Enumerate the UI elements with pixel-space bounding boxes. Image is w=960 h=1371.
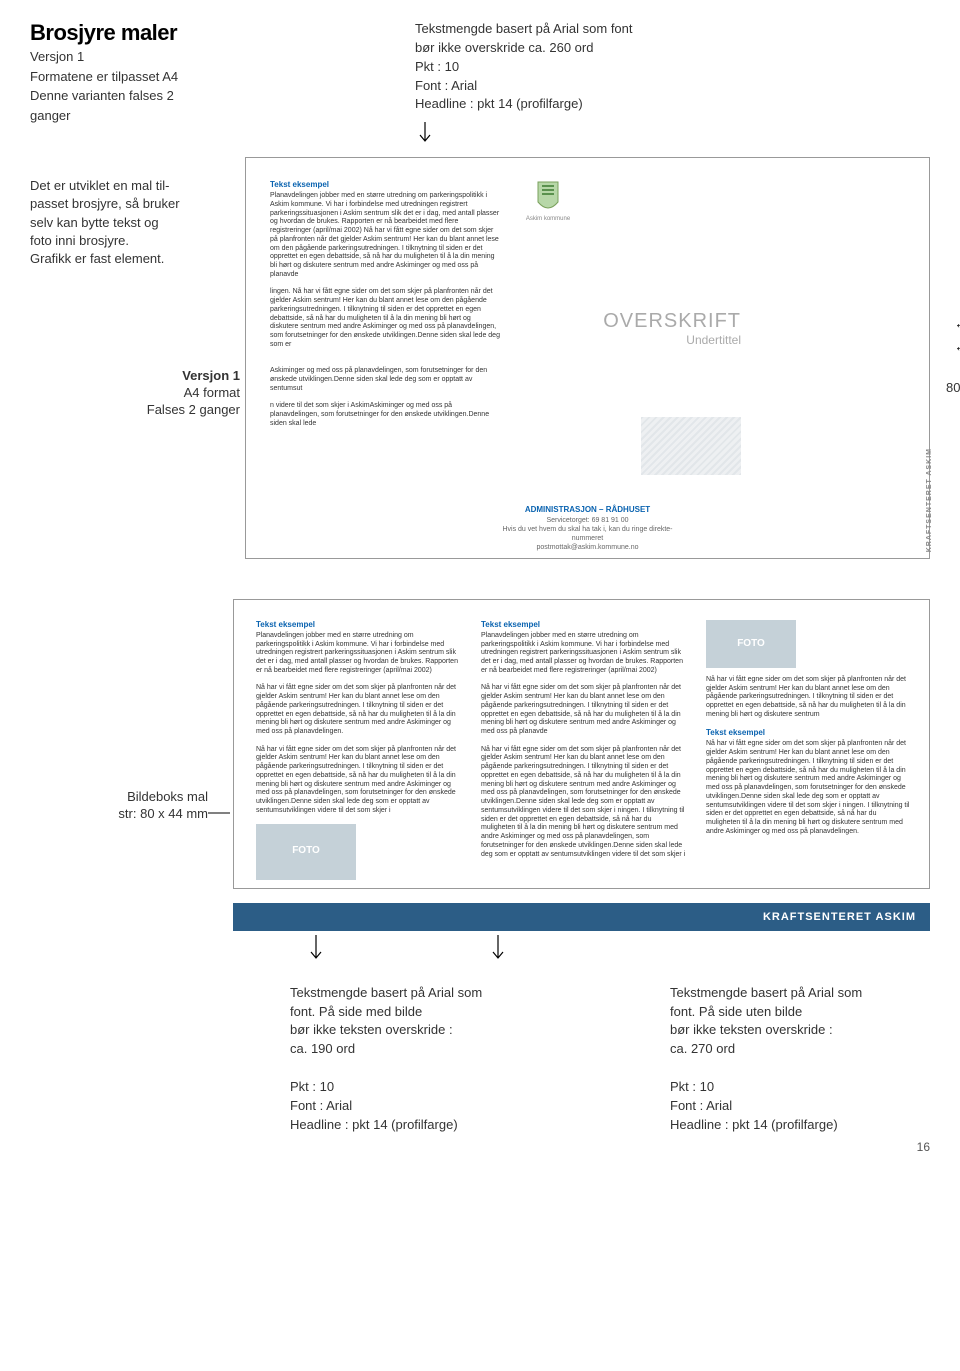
bottom-left-p2: Nå har vi fått egne sider om det som skj… xyxy=(256,684,461,737)
version-label-l2: Falses 2 ganger xyxy=(30,402,240,419)
foto-box-2: FOTO xyxy=(706,620,796,668)
brochure-panel-top: Tekst eksempel Planavdelingen jobber med… xyxy=(245,157,930,559)
bottom-mid-p3: Nå har vi fått egne sider om det som skj… xyxy=(481,746,686,860)
crest-label: Askim kommune xyxy=(518,216,578,222)
tekst-body-4: n videre til det som skjer i AskimAskimi… xyxy=(270,402,500,428)
tekst-body-2: lingen. Nå har vi fått egne sider om det… xyxy=(270,288,500,349)
texture-graphic xyxy=(641,417,741,475)
al-l6: Font : Arial xyxy=(290,1097,520,1116)
al-l2: font. På side med bilde xyxy=(290,1003,520,1022)
description-block: Det er utviklet en mal til- passet brosj… xyxy=(30,177,235,559)
tekst-head-1: Tekst eksempel xyxy=(270,180,500,190)
after-left-col: Tekstmengde basert på Arial som font. På… xyxy=(290,984,520,1135)
foto-box-1: FOTO xyxy=(256,824,356,880)
ar-l6: Font : Arial xyxy=(670,1097,900,1116)
page-title: Brosjyre maler xyxy=(30,20,240,46)
callout-sort80: 80% sort xyxy=(946,380,960,395)
arrow-down-icon xyxy=(419,122,633,147)
bottom-mid-p2: Nå har vi fått egne sider om det som skj… xyxy=(481,684,686,737)
bottom-head-1: Tekst eksempel xyxy=(256,620,461,630)
bottom-left-p1: Planavdelingen jobber med en større utre… xyxy=(256,632,461,676)
admin-l2: Hvis du vet hvem du skal ha tak i, kan d… xyxy=(246,525,929,534)
ar-l7: Headline : pkt 14 (profilfarge) xyxy=(670,1116,900,1135)
desc-l2: passet brosjyre, så bruker xyxy=(30,195,235,213)
tekst-body-1: Planavdelingen jobber med en større utre… xyxy=(270,192,500,280)
spec-l1: Tekstmengde basert på Arial som font xyxy=(415,20,633,39)
arrow-down-icon xyxy=(310,935,322,964)
undertittel-sample: Undertittel xyxy=(596,333,741,347)
overskrift-sample: OVERSKRIFT xyxy=(596,310,741,333)
bottom-right-p1: Nå har vi fått egne sider om det som skj… xyxy=(706,676,911,720)
spec-l2: bør ikke overskride ca. 260 ord xyxy=(415,39,633,58)
spec-l3: Pkt : 10 xyxy=(415,58,633,77)
callouts: ←pkt: 20 ←pkt: 14 80% sort xyxy=(946,312,960,398)
brand-bar: KRAFTSENTERET ASKIM xyxy=(233,903,930,931)
desc-l3: selv kan bytte tekst og xyxy=(30,214,235,232)
bottom-head-2: Tekst eksempel xyxy=(481,620,686,630)
brochure-panel-bottom: Tekst eksempel Planavdelingen jobber med… xyxy=(233,599,930,889)
ar-l3: bør ikke teksten overskride : xyxy=(670,1021,900,1040)
al-l5: Pkt : 10 xyxy=(290,1078,520,1097)
admin-block: ADMINISTRASJON – RÅDHUSET Servicetorget:… xyxy=(246,505,929,552)
after-right-col: Tekstmengde basert på Arial som font. På… xyxy=(670,984,900,1135)
version-label-title: Versjon 1 xyxy=(182,368,240,383)
al-l4: ca. 190 ord xyxy=(290,1040,520,1059)
al-l1: Tekstmengde basert på Arial som xyxy=(290,984,520,1003)
bottom-left-p3: Nå har vi fått egne sider om det som skj… xyxy=(256,746,461,816)
arrow-down-icon xyxy=(492,935,504,964)
tekst-body-3: Askiminger og med oss på planavdelingen,… xyxy=(270,367,500,393)
version-label: Versjon 1 A4 format Falses 2 ganger xyxy=(30,368,240,419)
top-spec: Tekstmengde basert på Arial som font bør… xyxy=(415,20,633,114)
admin-title: ADMINISTRASJON – RÅDHUSET xyxy=(246,505,929,515)
desc-l4: foto inni brosjyre. xyxy=(30,232,235,250)
desc-l1: Det er utviklet en mal til- xyxy=(30,177,235,195)
desc-l5: Grafikk er fast element. xyxy=(30,250,235,268)
arrow-left-icon: ← xyxy=(946,312,960,334)
spec-l5: Headline : pkt 14 (profilfarge) xyxy=(415,95,633,114)
bildeboks-label: Bildeboks mal str: 80 x 44 mm xyxy=(30,789,208,823)
bottom-head-3: Tekst eksempel xyxy=(706,728,911,738)
ar-l5: Pkt : 10 xyxy=(670,1078,900,1097)
al-l7: Headline : pkt 14 (profilfarge) xyxy=(290,1116,520,1135)
crest-icon: Askim kommune xyxy=(518,180,578,475)
arrow-left-icon: ← xyxy=(946,335,960,357)
vertical-brand: KRAFTSENTERET ASKIM xyxy=(926,448,933,552)
page-number: 16 xyxy=(917,1140,930,1154)
subtitle-line-1: Formatene er tilpasset A4 xyxy=(30,68,240,86)
ar-l4: ca. 270 ord xyxy=(670,1040,900,1059)
line-connector-icon xyxy=(208,809,230,817)
subtitle-line-3: ganger xyxy=(30,107,240,125)
bm-l2: str: 80 x 44 mm xyxy=(118,806,208,821)
admin-l1: Servicetorget: 69 81 91 00 xyxy=(246,516,929,525)
bm-l1: Bildeboks mal xyxy=(127,789,208,804)
al-l3: bør ikke teksten overskride : xyxy=(290,1021,520,1040)
bottom-mid-p1: Planavdelingen jobber med en større utre… xyxy=(481,632,686,676)
ar-l1: Tekstmengde basert på Arial som xyxy=(670,984,900,1003)
ar-l2: font. På side uten bilde xyxy=(670,1003,900,1022)
admin-l3: nummeret xyxy=(246,534,929,543)
version-line: Versjon 1 xyxy=(30,48,240,66)
admin-l4: postmottak@askim.kommune.no xyxy=(246,543,929,552)
version-label-l1: A4 format xyxy=(30,385,240,402)
bottom-right-p2: Nå har vi fått egne sider om det som skj… xyxy=(706,740,911,836)
subtitle-line-2: Denne varianten falses 2 xyxy=(30,87,240,105)
spec-l4: Font : Arial xyxy=(415,77,633,96)
